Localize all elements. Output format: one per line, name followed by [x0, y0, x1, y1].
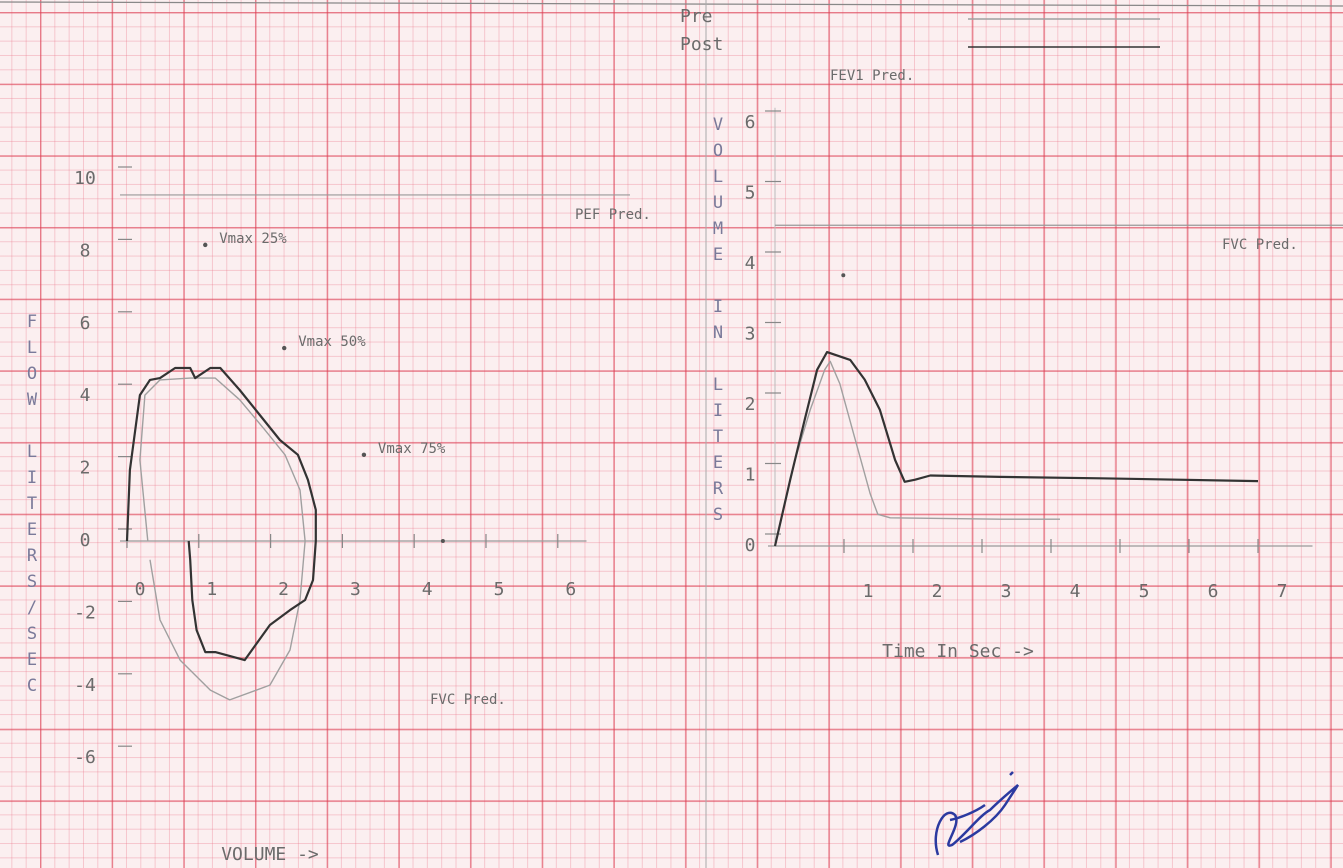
x-tick-label: 5 [494, 579, 505, 600]
y-tick-label: 4 [80, 385, 91, 406]
x-axis-title: VOLUME -> [221, 844, 319, 865]
y-tick-label: -4 [74, 675, 96, 696]
x-tick-label: 4 [1070, 581, 1081, 602]
vmax-point [203, 242, 208, 248]
fvc-pred-label: FVC Pred. [430, 692, 506, 708]
x-tick-label: 6 [1208, 581, 1219, 602]
y-tick-label: 3 [745, 324, 756, 345]
y-tick-label: 4 [745, 253, 756, 274]
series-line [773, 351, 1259, 547]
x-tick-label: 2 [932, 581, 943, 602]
y-tick-label: 6 [80, 313, 91, 334]
x-tick-label: 0 [135, 579, 146, 600]
x-tick-label: 1 [863, 581, 874, 602]
x-tick-label: 6 [565, 579, 576, 600]
vmax-point [282, 345, 287, 351]
y-tick-label: 6 [745, 112, 756, 133]
x-tick-label: 5 [1139, 581, 1150, 602]
vmax-label: Vmax 50% [298, 334, 366, 350]
y-tick-label: 10 [74, 168, 96, 189]
legend-label: Post [680, 34, 723, 55]
x-tick-label: 3 [1001, 581, 1012, 602]
y-tick-label: -2 [74, 602, 96, 623]
signature [934, 771, 1020, 856]
x-tick-label: 7 [1277, 581, 1288, 602]
paper-edge [0, 1, 1343, 7]
vmax-label: Vmax 25% [219, 231, 287, 247]
vmax-point [361, 452, 367, 458]
x-tick-label: 4 [422, 579, 433, 600]
y-tick-label: 5 [745, 183, 756, 204]
y-tick-label: 0 [80, 530, 91, 551]
fvc-pred-mark [440, 539, 445, 543]
x-tick-label: 1 [206, 579, 217, 600]
y-axis-title: FLOW LITERS/SEC [22, 312, 42, 702]
fvc-pred-label: FVC Pred. [1222, 237, 1298, 253]
y-tick-label: 2 [745, 394, 756, 415]
series-line [774, 360, 1060, 547]
y-tick-label: 0 [745, 535, 756, 556]
series-line [125, 366, 317, 662]
vmax-label: Vmax 75% [378, 441, 446, 457]
x-axis-title: Time In Sec -> [882, 641, 1034, 662]
legend-label: Pre [680, 6, 713, 27]
y-tick-label: 8 [80, 240, 91, 261]
fev1-pred-label: FEV1 Pred. [830, 68, 914, 84]
y-tick-label: 1 [745, 465, 756, 486]
y-tick-label: -6 [74, 747, 96, 768]
y-tick-label: 2 [80, 458, 91, 479]
fev1-pred-mark [841, 273, 846, 278]
y-axis-title: VOLUME IN LITERS [708, 115, 728, 531]
x-tick-label: 2 [278, 579, 289, 600]
x-tick-label: 3 [350, 579, 361, 600]
pef-pred-label: PEF Pred. [575, 207, 651, 223]
series-line [139, 377, 306, 701]
